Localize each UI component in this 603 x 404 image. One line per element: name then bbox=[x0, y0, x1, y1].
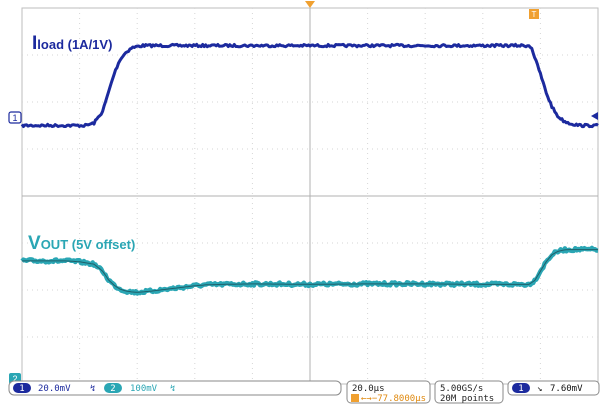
ch1-trace-label: Iload (1A/1V) bbox=[32, 33, 112, 54]
trigger-point-marker[interactable]: T bbox=[529, 9, 539, 19]
ch2-label-sub: OUT (5V offset) bbox=[41, 237, 136, 252]
ch1-label-sub: load (1A/1V) bbox=[37, 37, 112, 52]
trigger-readout-box[interactable] bbox=[507, 380, 600, 396]
trigger-source-label: 1 bbox=[518, 384, 523, 394]
vout-trace-core bbox=[22, 249, 598, 293]
trigger-level: 7.60mV bbox=[550, 384, 583, 394]
trigger-delay-icon bbox=[351, 394, 359, 402]
iload-trace bbox=[20, 42, 599, 129]
ch1-ground-marker[interactable]: 1 bbox=[8, 111, 22, 124]
status-bar: 1 20.0mV ↯ 2 100mV ↯ 20.0µs ←→−77.8000µs… bbox=[8, 380, 600, 404]
ch1-scale[interactable]: 20.0mV bbox=[38, 384, 71, 394]
ch2-coupling-icon: ↯ bbox=[170, 384, 175, 394]
ch1-ground-marker-label: 1 bbox=[12, 113, 17, 123]
channel-readout-box[interactable] bbox=[8, 380, 342, 396]
trigger-slope-icon: ↘ bbox=[537, 384, 542, 394]
ch2-badge-label: 2 bbox=[110, 384, 115, 394]
ch2-label-main: V bbox=[28, 233, 41, 254]
trigger-position-marker[interactable] bbox=[305, 1, 315, 8]
ch1-badge-label: 1 bbox=[19, 384, 24, 394]
traces bbox=[20, 42, 599, 296]
ch2-ground-marker-label: 2 bbox=[12, 374, 17, 384]
ch2-trace-label: VOUT (5V offset) bbox=[28, 233, 135, 254]
ch1-badge[interactable] bbox=[13, 383, 31, 393]
trigger-point-marker-label: T bbox=[532, 10, 537, 19]
timebase-box[interactable] bbox=[346, 380, 431, 404]
trigger-delay-value: ←→−77.8000µs bbox=[361, 394, 426, 404]
graticule-grid bbox=[22, 8, 598, 384]
acquisition-box[interactable] bbox=[434, 380, 504, 404]
ch1-coupling-icon: ↯ bbox=[90, 384, 95, 394]
ch2-badge[interactable] bbox=[104, 383, 122, 393]
timebase-value: 20.0µs bbox=[352, 384, 385, 394]
record-length: 20M points bbox=[440, 394, 494, 404]
ch1-label-main: I bbox=[32, 33, 37, 54]
sample-rate: 5.00GS/s bbox=[440, 384, 483, 394]
trigger-level-arrow[interactable] bbox=[591, 112, 598, 120]
ch2-scale[interactable]: 100mV bbox=[130, 384, 158, 394]
trigger-source-badge[interactable] bbox=[512, 383, 530, 393]
